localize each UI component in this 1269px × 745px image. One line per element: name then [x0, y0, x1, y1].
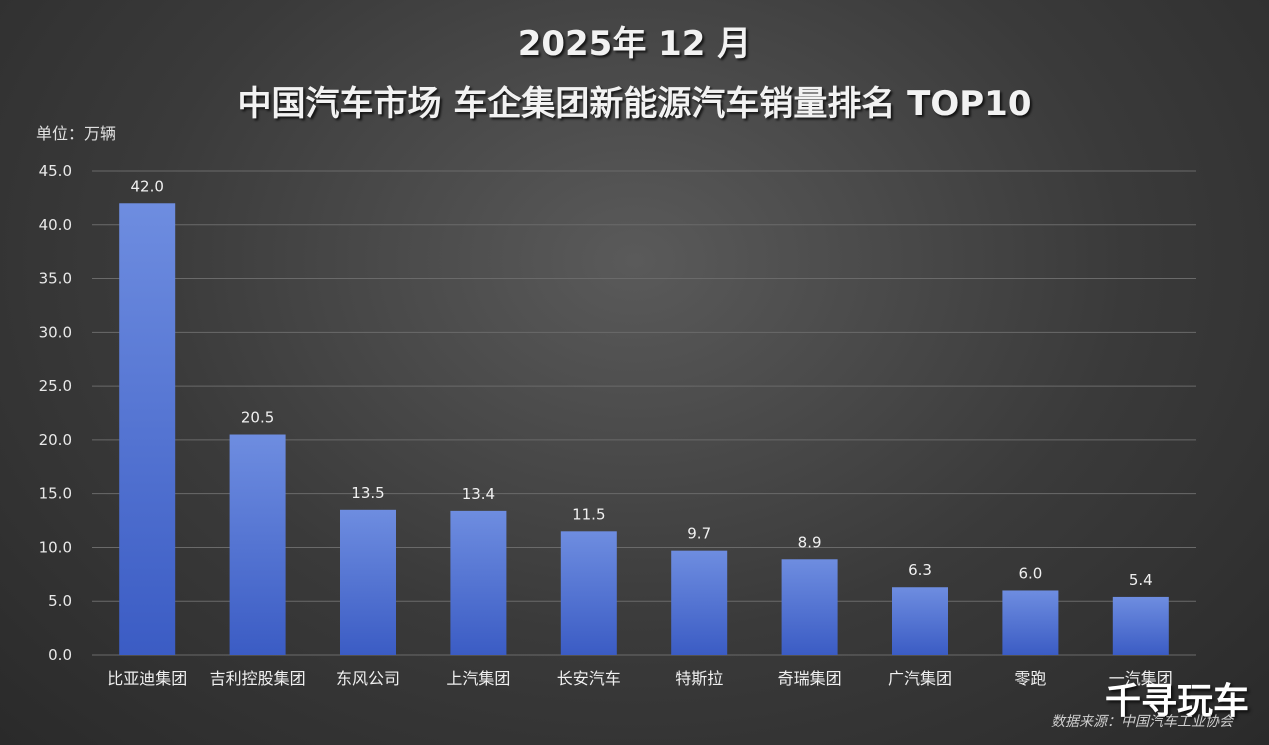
- y-tick-label: 35.0: [39, 270, 72, 288]
- bar-6: [671, 550, 728, 655]
- data-label: 13.4: [462, 485, 495, 503]
- category-label: 上汽集团: [446, 669, 510, 688]
- category-label: 奇瑞集团: [778, 669, 842, 688]
- data-label: 8.9: [798, 533, 822, 551]
- y-axis-unit-label: 单位：万辆: [36, 124, 117, 143]
- bar-10: [1112, 596, 1169, 655]
- data-label: 6.0: [1018, 564, 1042, 582]
- data-labels: 42.0 20.5 13.5 13.4 11.5 9.7 8.9 6.3 6.0 5.4: [130, 177, 1152, 589]
- bar-5: [560, 531, 617, 655]
- data-label: 9.7: [687, 525, 711, 543]
- bar-3: [340, 509, 396, 655]
- y-tick-label: 0.0: [48, 646, 72, 664]
- category-label: 一汽集团: [1109, 669, 1173, 688]
- bar-4: [450, 510, 507, 655]
- y-tick-label: 40.0: [39, 216, 72, 234]
- y-axis-ticks: 0.0 5.0 10.0 15.0 20.0 25.0 30.0 35.0 40.0 45.0: [39, 162, 72, 664]
- chart-title: 中国汽车市场 车企集团新能源汽车销量排名 TOP10: [237, 84, 1032, 124]
- y-tick-label: 5.0: [48, 592, 72, 610]
- bar-9: [1002, 590, 1059, 655]
- bar-1: [119, 203, 176, 655]
- data-label: 20.5: [241, 409, 274, 427]
- data-label: 13.5: [351, 484, 384, 502]
- category-labels: 比亚迪集团 吉利控股集团 东风公司 上汽集团 长安汽车 特斯拉 奇瑞集团 广汽集团 零跑 一汽集团: [107, 669, 1173, 688]
- category-label: 广汽集团: [888, 669, 952, 688]
- data-source-note: 数据来源：中国汽车工业协会: [1051, 714, 1233, 730]
- data-label: 42.0: [130, 177, 163, 195]
- category-label: 东风公司: [336, 669, 400, 688]
- data-label: 11.5: [572, 505, 605, 523]
- y-tick-label: 10.0: [39, 538, 72, 556]
- y-tick-label: 20.0: [39, 431, 72, 449]
- y-tick-label: 25.0: [39, 377, 72, 395]
- chart-title-date: 2025年 12 月: [517, 24, 752, 64]
- watermark-logo-text: 千寻玩车: [1104, 681, 1249, 722]
- data-label: 5.4: [1129, 571, 1153, 589]
- bar-7: [781, 559, 838, 655]
- category-label: 长安汽车: [557, 669, 621, 688]
- category-label: 比亚迪集团: [107, 669, 187, 688]
- y-tick-label: 45.0: [39, 162, 72, 180]
- data-label: 6.3: [908, 561, 932, 579]
- category-label: 特斯拉: [675, 669, 723, 688]
- category-label: 零跑: [1014, 669, 1046, 688]
- y-tick-label: 15.0: [39, 485, 72, 503]
- category-label: 吉利控股集团: [210, 669, 306, 688]
- bar-8: [892, 587, 948, 655]
- y-tick-label: 30.0: [39, 323, 72, 341]
- bar-2: [229, 434, 286, 655]
- bars: [119, 203, 1169, 655]
